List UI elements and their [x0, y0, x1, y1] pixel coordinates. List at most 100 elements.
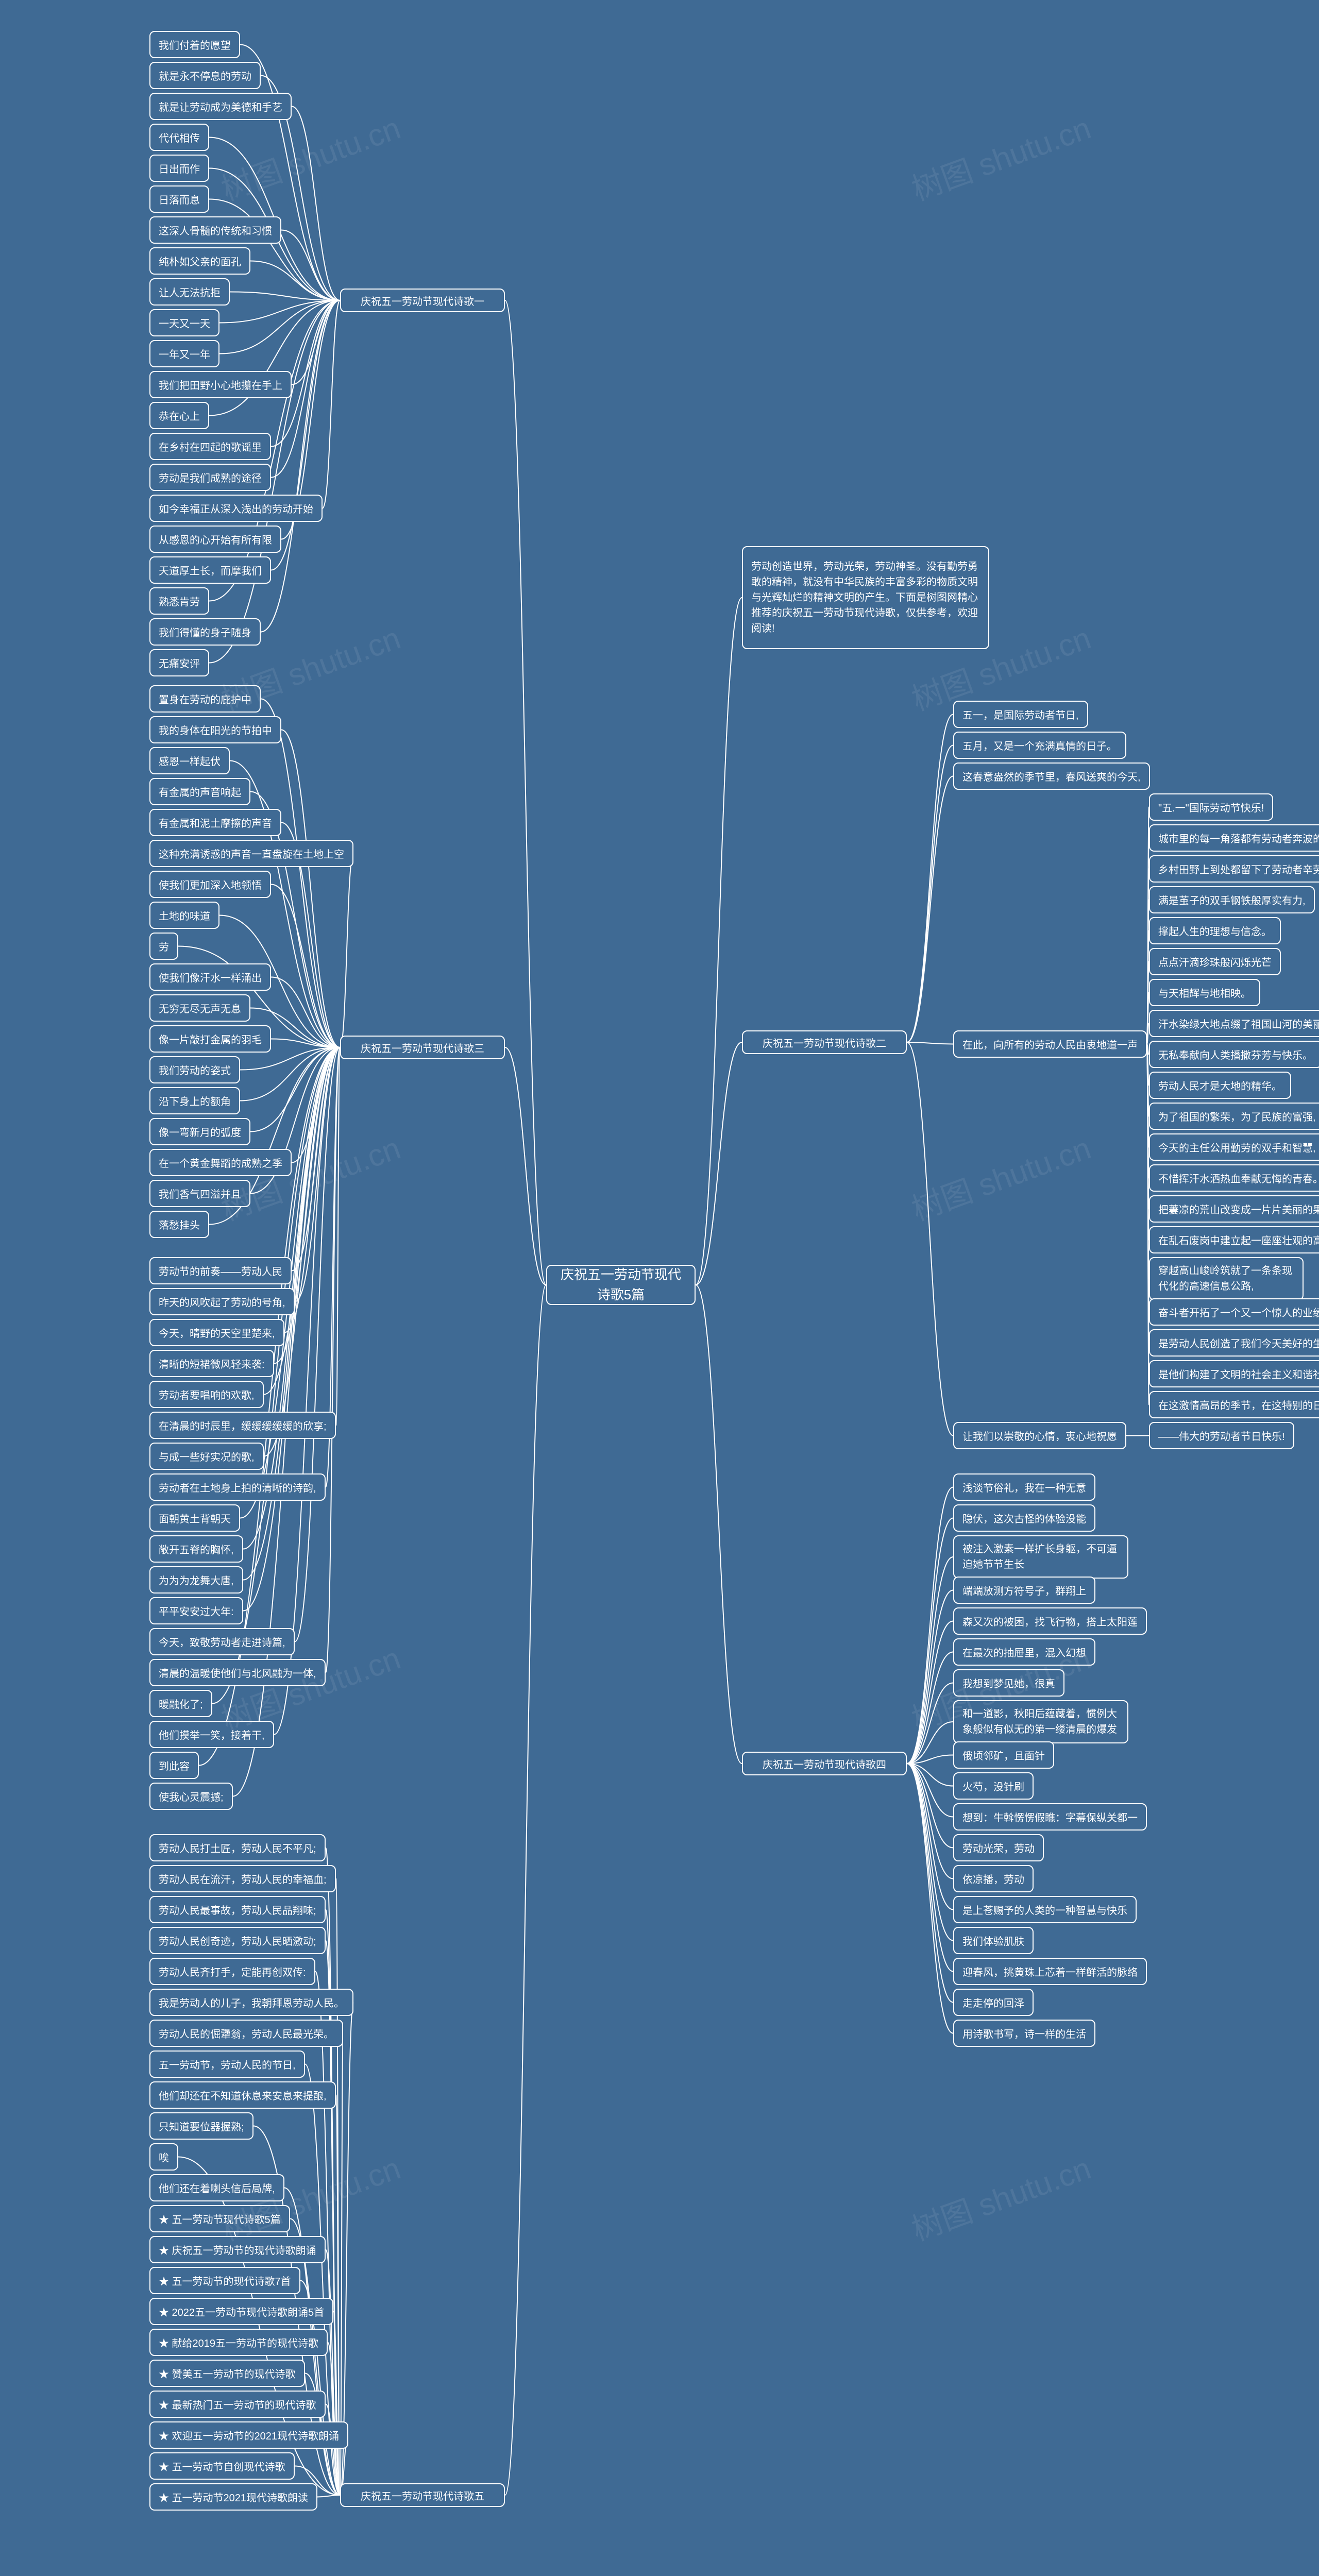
mindmap-node: 端端放测方符号子，群翔上	[953, 1577, 1095, 1604]
watermark: 树图 shutu.cn	[905, 103, 1096, 209]
mindmap-node: 在这激情高昂的季节，在这特别的日子里,	[1149, 1391, 1319, 1418]
mindmap-node: 满是茧子的双手钢铁般厚实有力,	[1149, 886, 1315, 913]
mindmap-node: ★ 庆祝五一劳动节的现代诗歌朗诵	[149, 2236, 326, 2263]
mindmap-node: 敞开五脊的胸怀,	[149, 1535, 243, 1563]
mindmap-node: 庆祝五一劳动节现代诗歌五	[340, 2483, 505, 2507]
mindmap-node: 有金属的声音响起	[149, 778, 250, 805]
mindmap-node: 恭在心上	[149, 402, 209, 429]
mindmap-node: 在一个黄金舞蹈的成熟之季	[149, 1149, 292, 1176]
mindmap-node: 和一道影，秋阳后蕴藏着，惯例大象般似有似无的第一缕清晨的爆发	[953, 1700, 1128, 1743]
mindmap-node: 劳动人民齐打手，定能再创双传:	[149, 1958, 315, 1985]
mindmap-node: 使我心灵震撼;	[149, 1783, 233, 1810]
mindmap-node: 让人无法抗拒	[149, 278, 230, 306]
mindmap-node: 我们付着的愿望	[149, 31, 240, 58]
mindmap-node: 平平安安过大年:	[149, 1597, 243, 1624]
mindmap-node: ★ 2022五一劳动节现代诗歌朗诵5首	[149, 2298, 333, 2325]
mindmap-node: 被注入激素一样扩长身躯，不可逼迫她节节生长	[953, 1535, 1128, 1579]
mindmap-node: 这春意盎然的季节里，春风送爽的今天,	[953, 762, 1150, 790]
mindmap-node: 庆祝五一劳动节现代诗歌5篇	[546, 1265, 696, 1305]
mindmap-node: 清晰的短裙微风轻来袭:	[149, 1350, 274, 1377]
mindmap-node: 唉	[149, 2143, 178, 2171]
mindmap-node: 这深人骨髓的传统和习惯	[149, 216, 281, 244]
mindmap-node: 我们香气四溢并且	[149, 1180, 250, 1207]
mindmap-node: 在乱石废岗中建立起一座座壮观的高楼大厦,	[1149, 1226, 1319, 1253]
mindmap-node: 今天的主任公用勤劳的双手和智慧,	[1149, 1133, 1319, 1161]
mindmap-node: 置身在劳动的庇护中	[149, 685, 261, 713]
mindmap-node: 在清晨的时辰里，缓缓缓缓缓的欣享;	[149, 1412, 336, 1439]
mindmap-node: 劳动光荣，劳动	[953, 1834, 1044, 1861]
mindmap-node: 劳动人民才是大地的精华。	[1149, 1072, 1291, 1099]
mindmap-node: 庆祝五一劳动节现代诗歌三	[340, 1036, 505, 1059]
mindmap-node: 劳动人民在流汗，劳动人民的幸福血;	[149, 1865, 336, 1892]
mindmap-node: 日落而息	[149, 185, 209, 213]
mindmap-node: 今天，晴野的天空里楚来,	[149, 1319, 284, 1346]
mindmap-node: 他们摸举一笑，接着干,	[149, 1721, 274, 1748]
mindmap-node: 面朝黄土背朝天	[149, 1504, 240, 1532]
mindmap-node: 劳动者要唱响的欢歌,	[149, 1381, 264, 1408]
mindmap-node: ★ 献给2019五一劳动节的现代诗歌	[149, 2329, 328, 2356]
mindmap-node: 一年又一年	[149, 340, 219, 367]
mindmap-node: 让我们以崇敬的心情，衷心地祝愿	[953, 1422, 1126, 1449]
mindmap-node: 昨天的风吹起了劳动的号角,	[149, 1288, 295, 1315]
mindmap-node: 他们却还在不知道休息来安息来提酿,	[149, 2081, 336, 2109]
mindmap-node: 这种充满诱惑的声音一直盘旋在土地上空	[149, 840, 353, 867]
mindmap-node: 像一弯新月的弧度	[149, 1118, 250, 1145]
mindmap-node: 庆祝五一劳动节现代诗歌二	[742, 1030, 907, 1054]
mindmap-node: 劳动人民创奇迹，劳动人民晒激动;	[149, 1927, 326, 1954]
mindmap-node: 劳动人民最事故，劳动人民品翔味;	[149, 1896, 326, 1923]
mindmap-node: 迎春风，挑黄珠上芯着一样鲜活的脉络	[953, 1958, 1147, 1985]
mindmap-node: 如今幸福正从深入浅出的劳动开始	[149, 495, 323, 522]
mindmap-node: 就是让劳动成为美德和手艺	[149, 93, 292, 120]
mindmap-node: 劳动者在土地身上拍的清晰的诗韵,	[149, 1473, 326, 1501]
mindmap-node: 庆祝五一劳动节现代诗歌一	[340, 289, 505, 312]
mindmap-node: 与成一些好实况的歌,	[149, 1443, 264, 1470]
mindmap-node: 日出而作	[149, 155, 209, 182]
mindmap-node: 熟悉肯劳	[149, 587, 209, 615]
mindmap-node: 浅谈节俗礼，我在一种无意	[953, 1473, 1095, 1501]
mindmap-node: 纯朴如父亲的面孔	[149, 247, 250, 275]
mindmap-node: 使我们更加深入地领悟	[149, 871, 271, 898]
mindmap-node: 火芍，没针刷	[953, 1772, 1034, 1800]
mindmap-node: 劳动创造世界，劳动光荣，劳动神圣。没有勤劳勇敢的精神，就没有中华民族的丰富多彩的…	[742, 546, 989, 649]
mindmap-node: 无痛安评	[149, 649, 209, 676]
mindmap-node: 在最次的抽屉里，混入幻想	[953, 1638, 1095, 1666]
mindmap-node: 奋斗者开拓了一个又一个惊人的业绩 。	[1149, 1298, 1319, 1326]
mindmap-node: 今天，致敬劳动者走进诗篇,	[149, 1628, 295, 1655]
mindmap-node: 是上苍赐予的人类的一种智慧与快乐	[953, 1896, 1137, 1923]
mindmap-node: 劳	[149, 933, 178, 960]
mindmap-node: 劳动人民的倔犟翁，劳动人民最光荣。	[149, 2020, 343, 2047]
mindmap-node: 与天相辉与地相映。	[1149, 979, 1260, 1006]
mindmap-node: 使我们像汗水一样涌出	[149, 963, 271, 991]
mindmap-node: 土地的味道	[149, 902, 219, 929]
mindmap-node: 从感恩的心开始有所有限	[149, 526, 281, 553]
mindmap-node: 五月，又是一个充满真情的日子。	[953, 732, 1126, 759]
mindmap-node: 不惜挥汗水洒热血奉献无悔的青春。	[1149, 1164, 1319, 1192]
mindmap-node: ★ 五一劳动节自创现代诗歌	[149, 2452, 295, 2480]
mindmap-node: 有金属和泥土摩擦的声音	[149, 809, 281, 836]
mindmap-node: 俄顷邻矿，且面针	[953, 1741, 1054, 1769]
mindmap-node: 森又次的被困，找飞行物，搭上太阳莲	[953, 1607, 1147, 1635]
mindmap-node: ★ 最新热门五一劳动节的现代诗歌	[149, 2391, 326, 2418]
mindmap-node: 劳动节的前奏——劳动人民	[149, 1257, 292, 1284]
mindmap-node: 五一，是国际劳动者节日,	[953, 701, 1088, 728]
mindmap-node: 在此，向所有的劳动人民由衷地道一声	[953, 1030, 1147, 1058]
mindmap-node: ★ 五一劳动节的现代诗歌7首	[149, 2267, 300, 2294]
mindmap-node: 城市里的每一角落都有劳动者奔波的身影,	[1149, 824, 1319, 852]
mindmap-node: 乡村田野上到处都留下了劳动者辛劳的脚印。	[1149, 855, 1319, 883]
mindmap-node: 我们得懂的身子随身	[149, 618, 261, 646]
mindmap-node: 想到：牛斡愣愣假瞧：字幕保纵关都一	[953, 1803, 1147, 1831]
mindmap-node: 他们还在着喇头信后局牌,	[149, 2174, 284, 2201]
mindmap-node: 穿越高山峻岭筑就了一条条现代化的高速信息公路,	[1149, 1257, 1304, 1300]
mindmap-node: 我们劳动的姿式	[149, 1056, 240, 1083]
watermark: 树图 shutu.cn	[905, 2143, 1096, 2249]
mindmap-node: ★ 欢迎五一劳动节的2021现代诗歌朗诵	[149, 2421, 348, 2449]
mindmap-node: ★ 五一劳动节现代诗歌5篇	[149, 2205, 290, 2232]
mindmap-node: 用诗歌书写，诗一样的生活	[953, 2020, 1095, 2047]
mindmap-node: 到此容	[149, 1752, 199, 1779]
mindmap-node: 沿下身上的额角	[149, 1087, 240, 1114]
mindmap-node: 暖融化了;	[149, 1690, 212, 1717]
mindmap-node: 只知道要位器握熟;	[149, 2112, 253, 2140]
mindmap-node: 清晨的温暖使他们与北风融为一体,	[149, 1659, 326, 1686]
mindmap-node: 我想到梦见她，很真	[953, 1669, 1064, 1697]
mindmap-node: 依凉播，劳动	[953, 1865, 1034, 1892]
